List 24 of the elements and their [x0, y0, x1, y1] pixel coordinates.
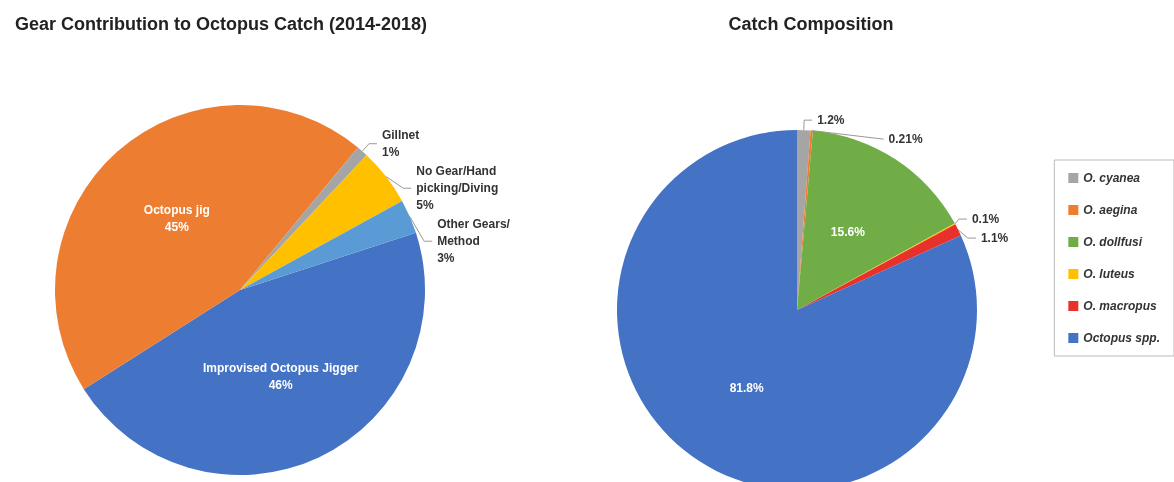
- data-label: 1.1%: [980, 231, 1009, 246]
- data-label: 0.1%: [971, 212, 1000, 227]
- data-label: 1.2%: [817, 113, 845, 128]
- data-label: 0.21%: [888, 132, 923, 147]
- slice-label: Other Gears/Method: [437, 217, 511, 249]
- slice-label: Octopus jig: [143, 202, 210, 217]
- data-label: 81.8%: [729, 381, 764, 396]
- data-label: 5%: [416, 198, 434, 213]
- slice-label: No Gear/Hand picking/Diving: [416, 164, 500, 196]
- legend-label: O. cyanea: [1083, 171, 1141, 185]
- legend-label: O. dollfusi: [1083, 235, 1143, 249]
- legend-label: O. aegina: [1083, 203, 1138, 217]
- legend-label: O. macropus: [1083, 299, 1158, 313]
- legend-label: O. luteus: [1083, 267, 1135, 281]
- data-label: 46%: [268, 377, 293, 392]
- data-label: 15.6%: [830, 225, 866, 240]
- data-label: 1%: [381, 145, 400, 160]
- legend-label: Octopus spp.: [1083, 331, 1160, 345]
- chart-title: Catch Composition: [728, 14, 894, 34]
- chart-title: Gear Contribution to Octopus Catch (2014-2018): [15, 14, 428, 34]
- slice-label: Gillnet: [381, 128, 420, 143]
- slice-label: Improvised Octopus Jigger: [202, 360, 359, 375]
- data-label: 3%: [437, 251, 455, 266]
- data-label: 45%: [164, 219, 190, 234]
